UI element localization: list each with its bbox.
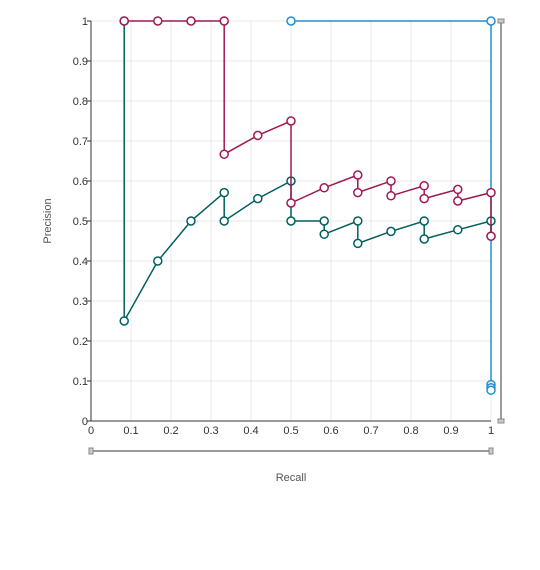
x-axis-title: Recall	[276, 472, 307, 484]
chart-axes: 0 0.1 0.2 0.3 0.4 0.5 0.6 0.7 0.8 0.9 1 0 0.1 0.2 0.3 0…	[73, 16, 494, 437]
data-point	[387, 192, 395, 200]
x-tick-label: 0.3	[203, 425, 218, 437]
series-1	[287, 17, 495, 394]
data-point	[120, 317, 128, 325]
series-3	[120, 17, 495, 240]
x-tick-label: 1	[488, 425, 494, 437]
x-tick-label: 0.6	[323, 425, 338, 437]
x-tick-label: 0.8	[403, 425, 418, 437]
data-point	[354, 171, 362, 179]
data-point	[354, 239, 362, 247]
y-tick-label: 0.8	[73, 96, 88, 108]
data-point	[454, 226, 462, 234]
data-point	[420, 217, 428, 225]
data-point	[387, 227, 395, 235]
y-tick-label: 0.7	[73, 136, 88, 148]
horizontal-scrollbar-handle-left[interactable]	[89, 448, 93, 454]
data-point	[187, 217, 195, 225]
vertical-scrollbar-handle-top[interactable]	[498, 19, 504, 23]
x-tick-label: 0.7	[363, 425, 378, 437]
data-point	[454, 197, 462, 205]
x-tick-label: 0.9	[443, 425, 458, 437]
y-tick-label: 1	[82, 16, 88, 28]
data-point	[420, 182, 428, 190]
chart-scrollbars[interactable]	[89, 19, 504, 454]
chart-series	[120, 17, 495, 394]
data-point	[154, 257, 162, 265]
y-tick-label: 0.5	[73, 216, 88, 228]
y-tick-label: 0.3	[73, 296, 88, 308]
data-point	[487, 232, 495, 240]
data-point	[287, 17, 295, 25]
data-point	[320, 217, 328, 225]
y-tick-label: 0.9	[73, 56, 88, 68]
x-tick-label: 0	[88, 425, 94, 437]
vertical-scrollbar-handle-bottom[interactable]	[498, 419, 504, 423]
x-tick-label: 0.1	[123, 425, 138, 437]
data-point	[420, 195, 428, 203]
x-tick-label: 0.4	[243, 425, 258, 437]
data-point	[320, 184, 328, 192]
y-tick-label: 0	[82, 416, 88, 428]
series-line	[291, 21, 491, 390]
y-tick-label: 0.4	[73, 256, 88, 268]
data-point	[187, 17, 195, 25]
data-point	[220, 150, 228, 158]
data-point	[287, 199, 295, 207]
data-point	[287, 217, 295, 225]
data-point	[354, 217, 362, 225]
data-point	[120, 17, 128, 25]
data-point	[487, 386, 495, 394]
y-tick-label: 0.1	[73, 376, 88, 388]
series-line	[124, 21, 491, 321]
data-point	[220, 217, 228, 225]
data-point	[220, 17, 228, 25]
data-point	[387, 177, 395, 185]
data-point	[254, 131, 262, 139]
data-point	[487, 17, 495, 25]
data-point	[420, 235, 428, 243]
data-point	[487, 189, 495, 197]
x-tick-label: 0.5	[283, 425, 298, 437]
x-tick-label: 0.2	[163, 425, 178, 437]
y-axis-title: Precision	[42, 198, 54, 243]
data-point	[454, 185, 462, 193]
data-point	[220, 189, 228, 197]
data-point	[354, 189, 362, 197]
data-point	[320, 230, 328, 238]
y-tick-label: 0.6	[73, 176, 88, 188]
y-tick-label: 0.2	[73, 336, 88, 348]
series-line	[124, 21, 491, 236]
horizontal-scrollbar-handle-right[interactable]	[489, 448, 493, 454]
data-point	[287, 117, 295, 125]
data-point	[154, 17, 162, 25]
data-point	[254, 195, 262, 203]
series-2	[120, 17, 495, 325]
